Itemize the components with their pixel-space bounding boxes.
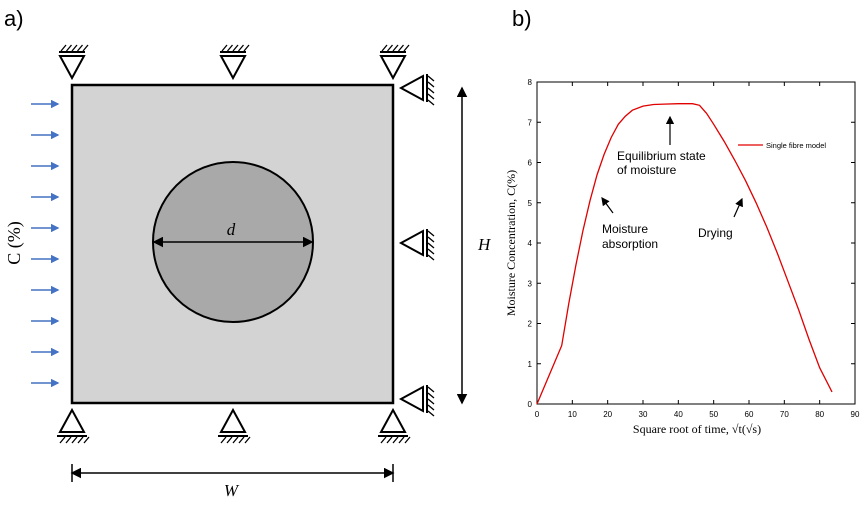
- x-tick-label: 50: [709, 410, 718, 419]
- annotation-absorption: Moisture absorption: [601, 197, 658, 251]
- annotation-equilibrium: Equilibrium state of moisture: [617, 115, 706, 177]
- pin-support-icon: [378, 407, 411, 444]
- annotation-text-line: Moisture: [602, 222, 648, 236]
- y-tick-label: 5: [528, 199, 533, 208]
- annotation-text-line: Drying: [698, 226, 733, 240]
- legend: Single fibre model: [738, 141, 826, 150]
- x-tick-label: 20: [603, 410, 612, 419]
- annotation-text-line: Equilibrium state: [617, 149, 706, 163]
- annotation-drying: Drying: [698, 197, 743, 240]
- roller-support-icon: [398, 385, 435, 417]
- height-label: H: [477, 235, 492, 254]
- roller-support-icon: [398, 74, 435, 106]
- y-tick-label: 6: [528, 159, 533, 168]
- annotation-arrow: [733, 197, 743, 218]
- x-tick-label: 70: [780, 410, 789, 419]
- legend-label: Single fibre model: [766, 141, 826, 150]
- y-tick-label: 1: [528, 360, 533, 369]
- y-tick-label: 0: [528, 400, 533, 409]
- panel-b-label: b): [512, 6, 532, 31]
- pin-support-icon: [57, 407, 90, 444]
- y-tick-label: 2: [528, 320, 533, 329]
- x-tick-label: 40: [674, 410, 683, 419]
- panel-b: b) 0 10 20 30 40 50 60 70 80 90 0 1 2 3 4 5 6 7 8 Square …: [504, 6, 860, 436]
- x-tick-label: 30: [639, 410, 648, 419]
- x-axis-ticks: 0 10 20 30 40 50 60 70 80 90: [535, 82, 860, 419]
- boundary-supports: [57, 44, 435, 444]
- x-tick-label: 80: [815, 410, 824, 419]
- panel-a: a) d C (%) H W: [4, 6, 492, 500]
- panel-a-label: a): [4, 6, 24, 31]
- diameter-label: d: [227, 220, 236, 239]
- annotation-text-line: of moisture: [617, 163, 677, 177]
- y-tick-label: 3: [528, 279, 533, 288]
- y-axis-label: Moisture Concentration, C(%): [504, 170, 518, 316]
- y-tick-label: 4: [528, 239, 533, 248]
- concentration-arrows: [31, 99, 60, 388]
- y-tick-label: 8: [528, 78, 533, 87]
- pin-support-icon: [58, 44, 89, 81]
- pin-support-icon: [379, 44, 410, 81]
- x-axis-label: Square root of time, √t(√s): [633, 422, 761, 436]
- series-line-single-fibre-model: [536, 103, 833, 405]
- annotation-text-line: absorption: [602, 237, 658, 251]
- y-axis-ticks: 0 1 2 3 4 5 6 7 8: [528, 78, 855, 409]
- width-label: W: [224, 481, 240, 500]
- concentration-label: C (%): [4, 221, 25, 265]
- y-tick-label: 7: [528, 118, 533, 127]
- roller-support-icon: [398, 229, 435, 261]
- pin-support-icon: [219, 44, 250, 81]
- annotation-arrow: [601, 197, 614, 214]
- pin-support-icon: [218, 407, 251, 444]
- x-tick-label: 10: [568, 410, 577, 419]
- plot-frame: [536, 81, 856, 405]
- x-tick-label: 90: [851, 410, 860, 419]
- x-tick-label: 60: [745, 410, 754, 419]
- x-tick-label: 0: [535, 410, 540, 419]
